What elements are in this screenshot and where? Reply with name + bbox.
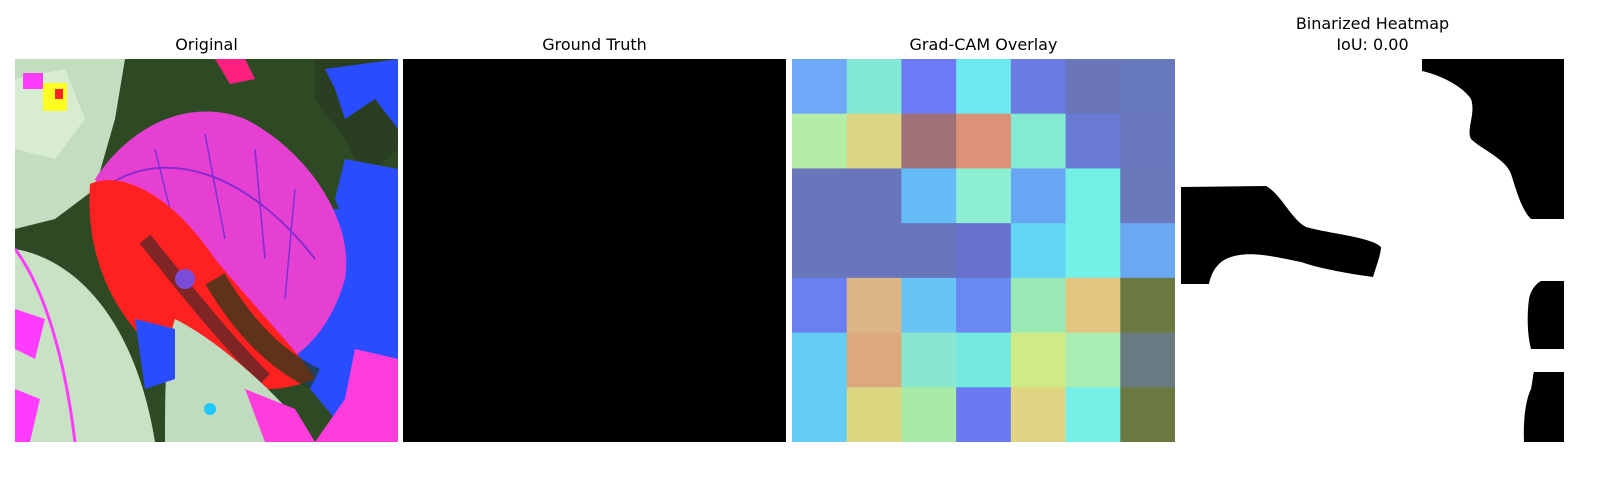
binarized-title-line: Binarized Heatmap xyxy=(1295,14,1450,33)
ground-truth-mask xyxy=(403,59,786,442)
gradcam-cell xyxy=(846,59,902,115)
gradcam-cell xyxy=(1010,277,1067,334)
gradcam-cell xyxy=(956,223,1012,279)
gradcam-cell xyxy=(1065,59,1121,115)
gradcam-cell xyxy=(1010,59,1067,115)
gradcam-cell xyxy=(846,387,902,442)
binarized-title: Binarized Heatmap IoU: 0.00 xyxy=(1181,13,1564,55)
gradcam-cell xyxy=(901,59,957,115)
gradcam-cell xyxy=(1010,113,1067,169)
gradcam-cell xyxy=(1065,332,1121,388)
gradcam-title: Grad-CAM Overlay xyxy=(909,35,1058,54)
gradcam-cell xyxy=(792,277,848,334)
gradcam-cell xyxy=(901,113,957,169)
gradcam-cell xyxy=(1065,223,1121,279)
gradcam-cell xyxy=(901,332,957,388)
gradcam-cell xyxy=(1065,168,1121,224)
gradcam-cell xyxy=(846,332,902,388)
gradcam-cell xyxy=(792,168,848,224)
gradcam-cell xyxy=(956,387,1012,442)
gradcam-cell xyxy=(1065,113,1121,169)
original-panel: Original xyxy=(15,0,398,500)
gradcam-cell xyxy=(792,387,848,442)
gradcam-cell xyxy=(901,387,957,442)
gradcam-cell xyxy=(956,59,1012,115)
gradcam-cell xyxy=(1120,223,1175,279)
gradcam-cell xyxy=(956,277,1012,334)
gradcam-cell xyxy=(956,113,1012,169)
gradcam-cell xyxy=(1120,332,1175,388)
binarized-panel: Binarized Heatmap IoU: 0.00 xyxy=(1181,0,1564,500)
gradcam-cell xyxy=(1065,277,1121,334)
gradcam-cell xyxy=(792,113,848,169)
gradcam-cell xyxy=(1120,168,1175,224)
gradcam-cell xyxy=(1010,387,1067,442)
gradcam-cell xyxy=(846,277,902,334)
gradcam-cell xyxy=(846,223,902,279)
binarized-heatmap-image xyxy=(1181,59,1564,442)
gradcam-cell xyxy=(792,332,848,388)
gradcam-panel: Grad-CAM Overlay xyxy=(792,0,1175,500)
gradcam-cell xyxy=(1010,223,1067,279)
original-title: Original xyxy=(175,35,238,54)
gradcam-cell xyxy=(1120,277,1175,334)
gradcam-cell xyxy=(792,223,848,279)
ground-truth-panel: Ground Truth xyxy=(403,0,786,500)
iou-label: IoU: 0.00 xyxy=(1336,35,1409,54)
gradcam-overlay-image xyxy=(792,59,1175,442)
gradcam-cell xyxy=(1010,168,1067,224)
gradcam-cell xyxy=(956,168,1012,224)
gradcam-cell xyxy=(901,223,957,279)
gradcam-cell xyxy=(846,168,902,224)
ground-truth-title: Ground Truth xyxy=(542,35,647,54)
gradcam-cell xyxy=(1065,387,1121,442)
gradcam-cell xyxy=(1010,332,1067,388)
gradcam-cell xyxy=(792,59,848,115)
gradcam-cell xyxy=(1120,113,1175,169)
gradcam-cell xyxy=(1120,59,1175,115)
gradcam-cell xyxy=(956,332,1012,388)
gradcam-cell xyxy=(846,113,902,169)
gradcam-cell xyxy=(1120,387,1175,442)
original-image xyxy=(15,59,398,442)
gradcam-cell xyxy=(901,168,957,224)
gradcam-cell xyxy=(901,277,957,334)
